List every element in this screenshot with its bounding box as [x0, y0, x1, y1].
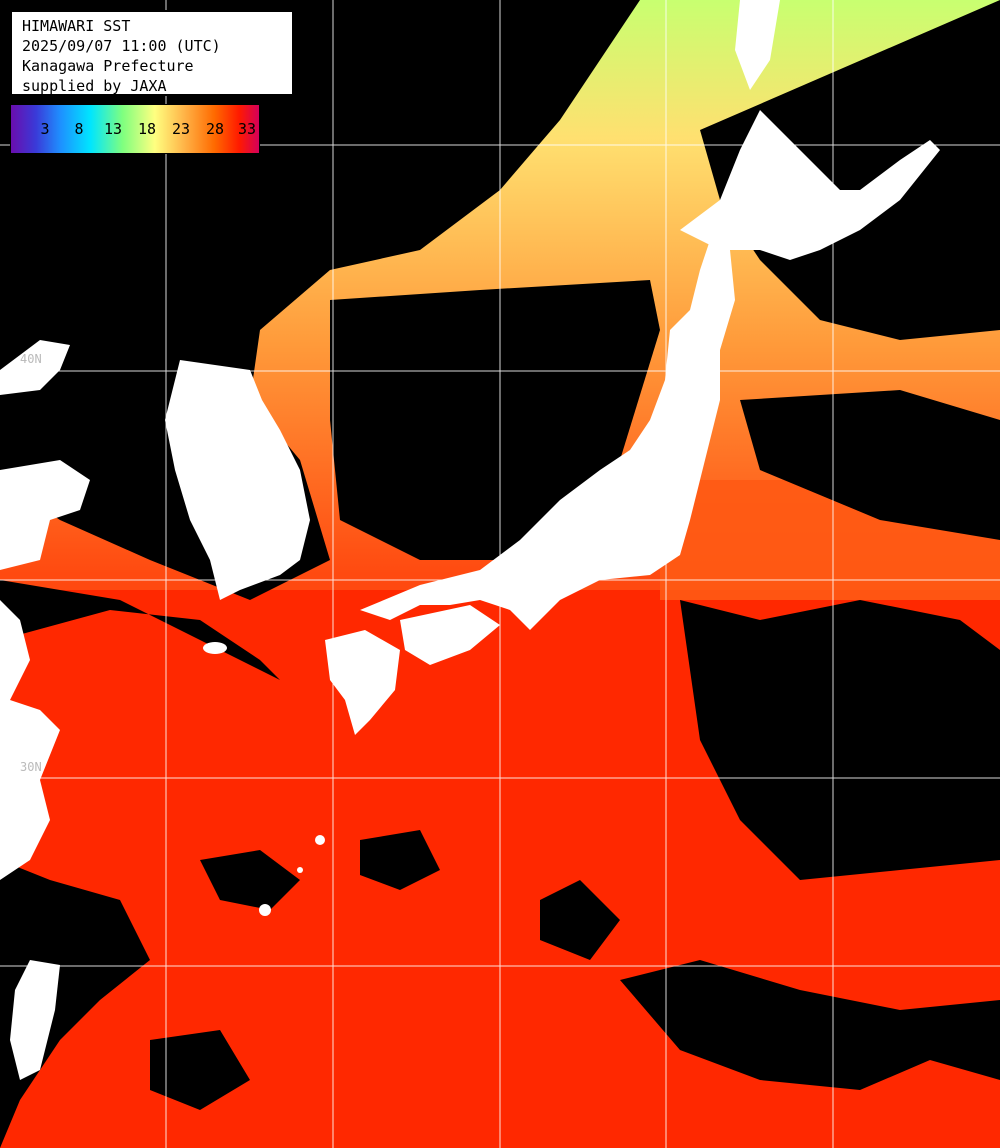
- colorbar-tick: 8: [74, 120, 84, 138]
- ryukyu-island: [259, 904, 271, 916]
- china-coast-south: [0, 600, 60, 880]
- taiwan-landmass: [10, 960, 60, 1080]
- region-label: Kanagawa Prefecture: [22, 57, 194, 75]
- ryukyu-island: [315, 835, 325, 845]
- sakhalin-landmass: [735, 0, 780, 90]
- china-landmass: [0, 460, 90, 570]
- honshu-landmass: [360, 240, 735, 630]
- colorbar-tick: 18: [137, 120, 157, 138]
- liaodong-landmass: [0, 340, 70, 395]
- shikoku-landmass: [400, 605, 500, 665]
- hokkaido-landmass: [680, 110, 940, 260]
- info-panel: HIMAWARI SST 2025/09/07 11:00 (UTC) Kana…: [10, 10, 294, 96]
- observation-datetime: 2025/09/07 11:00 (UTC): [22, 37, 221, 55]
- korea-landmass: [165, 360, 310, 600]
- data-credit: supplied by JAXA: [22, 77, 167, 95]
- jeju-island: [203, 642, 227, 654]
- colorbar-tick: 13: [103, 120, 123, 138]
- latitude-label: 30N: [20, 760, 42, 774]
- colorbar-tick: 23: [171, 120, 191, 138]
- colorbar-tick: 33: [237, 120, 257, 138]
- temperature-colorbar: 3 8 13 18 23 28 33: [10, 104, 260, 154]
- product-title: HIMAWARI SST: [22, 17, 131, 35]
- latitude-label: 40N: [20, 352, 42, 366]
- kyushu-landmass: [325, 630, 400, 735]
- colorbar-tick: 3: [40, 120, 50, 138]
- island: [400, 130, 420, 150]
- land: [0, 0, 940, 1080]
- ryukyu-island: [297, 867, 303, 873]
- colorbar-tick: 28: [205, 120, 225, 138]
